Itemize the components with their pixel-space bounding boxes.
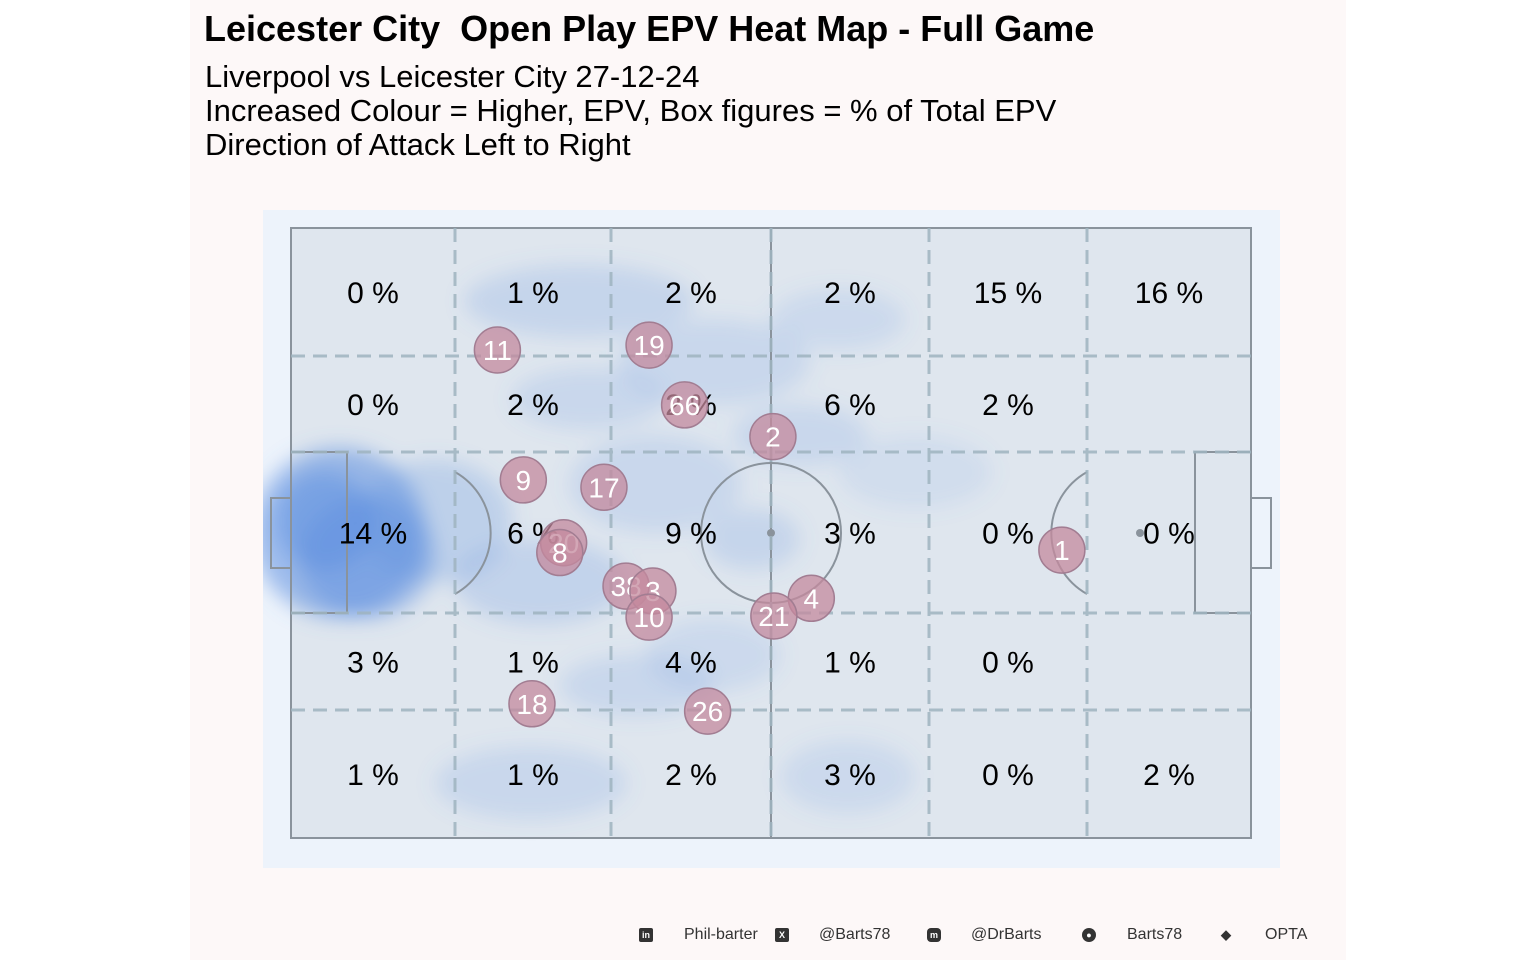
heat-blob-14 bbox=[435, 746, 627, 820]
player-1[interactable]: 1 bbox=[1038, 526, 1086, 574]
player-9[interactable]: 9 bbox=[499, 456, 548, 504]
player-21[interactable]: 21 bbox=[750, 592, 798, 640]
zone-label-r2-c4: 6 % bbox=[824, 389, 876, 422]
player-number-11: 11 bbox=[483, 335, 512, 366]
player-number-1: 1 bbox=[1054, 535, 1070, 566]
chart-subtitle-legend: Increased Colour = Higher, EPV, Box figu… bbox=[205, 93, 1057, 128]
footer: in Phil-barter X @Barts78 m @DrBarts ● B… bbox=[0, 924, 1536, 948]
player-marker-18[interactable] bbox=[508, 680, 556, 728]
heat-blob-5 bbox=[454, 539, 627, 625]
player-8[interactable]: 8 bbox=[536, 528, 584, 577]
heat-blob-17 bbox=[646, 618, 781, 692]
player-11[interactable]: 11 bbox=[473, 326, 522, 374]
right-goal bbox=[1250, 497, 1272, 569]
zone-label-r4-c1: 3 % bbox=[347, 647, 399, 680]
player-26[interactable]: 26 bbox=[683, 687, 732, 735]
players-layer: 11196629172083831042111826 bbox=[473, 321, 1086, 735]
heat-blob-15 bbox=[780, 740, 915, 814]
heat-blob-6 bbox=[463, 264, 695, 338]
heat-density bbox=[263, 264, 992, 820]
player-marker-21[interactable] bbox=[750, 592, 798, 640]
heat-blob-4 bbox=[358, 459, 512, 582]
player-marker-17[interactable] bbox=[580, 463, 628, 511]
zone-label-r1-c6: 16 % bbox=[1135, 277, 1203, 310]
player-marker-19[interactable] bbox=[625, 321, 673, 369]
heat-blob-10 bbox=[703, 508, 800, 570]
heat-blob-7 bbox=[511, 368, 666, 430]
zone-label-r4-c4: 1 % bbox=[824, 647, 876, 680]
zone-label-r3-c3: 9 % bbox=[665, 518, 717, 551]
player-number-2: 2 bbox=[765, 422, 781, 453]
zone-label-r3-c1: 14 % bbox=[339, 518, 407, 551]
zone-label-r1-c3: 2 % bbox=[665, 277, 717, 310]
player-number-4: 4 bbox=[804, 583, 820, 614]
zone-label-r5-c1: 1 % bbox=[347, 759, 399, 792]
zone-label-r4-c2: 1 % bbox=[507, 647, 559, 680]
player-number-66: 66 bbox=[669, 390, 700, 421]
player-number-26: 26 bbox=[692, 696, 723, 727]
chart-subtitle-direction: Direction of Attack Left to Right bbox=[205, 127, 631, 162]
player-number-17: 17 bbox=[588, 472, 619, 503]
zone-label-r5-c6: 2 % bbox=[1143, 759, 1195, 792]
zone-grid bbox=[291, 228, 1251, 838]
zone-label-r5-c3: 2 % bbox=[665, 759, 717, 792]
github-handle[interactable]: Barts78 bbox=[1127, 926, 1183, 943]
player-marker-2[interactable] bbox=[749, 412, 797, 461]
zone-label-r3-c5: 0 % bbox=[982, 518, 1034, 551]
zone-label-r1-c4: 2 % bbox=[824, 277, 876, 310]
player-marker-9[interactable] bbox=[499, 456, 548, 504]
player-number-18: 18 bbox=[516, 689, 547, 720]
x-icon[interactable]: X bbox=[775, 928, 789, 942]
zone-label-r3-c6: 0 % bbox=[1143, 518, 1195, 551]
player-marker-66[interactable] bbox=[660, 381, 709, 429]
linkedin-icon[interactable]: in bbox=[639, 928, 653, 942]
zone-label-r1-c5: 15 % bbox=[974, 277, 1042, 310]
player-marker-10[interactable] bbox=[625, 593, 673, 641]
right-penalty-spot bbox=[1136, 529, 1144, 537]
zone-label-r5-c4: 3 % bbox=[824, 759, 876, 792]
heat-blob-3 bbox=[276, 472, 373, 570]
zone-label-r1-c2: 1 % bbox=[507, 277, 559, 310]
chart-title: Leicester City Open Play EPV Heat Map - … bbox=[204, 8, 1095, 49]
player-10[interactable]: 10 bbox=[625, 593, 673, 641]
player-number-21: 21 bbox=[758, 601, 789, 632]
zone-label-r1-c1: 0 % bbox=[347, 277, 399, 310]
zone-label-r2-c5: 2 % bbox=[982, 389, 1034, 422]
player-2[interactable]: 2 bbox=[749, 412, 797, 461]
heat-blob-12 bbox=[771, 289, 906, 350]
zone-label-r5-c5: 0 % bbox=[982, 759, 1034, 792]
player-marker-26[interactable] bbox=[683, 687, 732, 735]
player-number-9: 9 bbox=[516, 465, 532, 496]
github-icon[interactable]: ● bbox=[1082, 928, 1096, 942]
mastodon-icon[interactable]: m bbox=[927, 928, 941, 942]
heat-layer bbox=[263, 264, 992, 820]
player-66[interactable]: 66 bbox=[660, 381, 709, 429]
player-number-10: 10 bbox=[634, 602, 665, 633]
chart-subtitle-match: Liverpool vs Leicester City 27-12-24 bbox=[205, 59, 700, 94]
dropbox-icon: ◆ bbox=[1221, 927, 1231, 942]
player-marker-1[interactable] bbox=[1038, 526, 1086, 574]
player-number-19: 19 bbox=[634, 330, 665, 361]
zone-label-r2-c2: 2 % bbox=[507, 389, 559, 422]
left-penalty-arc bbox=[454, 471, 492, 595]
zone-label-r4-c3: 4 % bbox=[665, 647, 717, 680]
mastodon-handle[interactable]: @DrBarts bbox=[971, 926, 1042, 943]
zone-label-r4-c5: 0 % bbox=[982, 647, 1034, 680]
heat-blob-16 bbox=[838, 435, 992, 509]
zone-label-r5-c2: 1 % bbox=[507, 759, 559, 792]
player-18[interactable]: 18 bbox=[508, 680, 556, 728]
zone-label-r3-c4: 3 % bbox=[824, 518, 876, 551]
data-source: OPTA bbox=[1265, 926, 1308, 943]
player-marker-8[interactable] bbox=[536, 528, 584, 577]
left-goal bbox=[270, 497, 292, 569]
player-17[interactable]: 17 bbox=[580, 463, 628, 511]
player-number-8: 8 bbox=[552, 538, 568, 569]
zone-label-r2-c1: 0 % bbox=[347, 389, 399, 422]
centre-spot bbox=[767, 529, 775, 537]
x-handle[interactable]: @Barts78 bbox=[819, 926, 891, 943]
player-marker-11[interactable] bbox=[473, 326, 522, 374]
linkedin-handle[interactable]: Phil-barter bbox=[684, 926, 758, 943]
player-19[interactable]: 19 bbox=[625, 321, 673, 369]
